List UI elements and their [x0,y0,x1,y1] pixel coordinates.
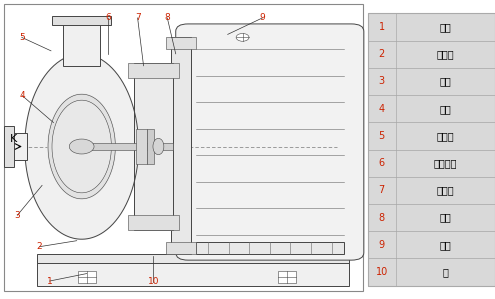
Bar [37,254,349,263]
Text: 电机: 电机 [440,240,451,250]
Bar [368,177,495,204]
Text: 挡水圈: 挡水圈 [437,185,454,195]
Bar [78,271,96,283]
Bar [147,129,154,164]
Bar [4,4,363,291]
Polygon shape [48,94,115,199]
Bar [368,41,495,68]
Bar [63,24,100,66]
Text: 7: 7 [135,13,141,22]
Bar [136,129,147,164]
Text: 3: 3 [14,211,20,220]
Text: 8: 8 [379,213,385,222]
Text: 2: 2 [37,242,43,251]
Bar [128,63,179,78]
Bar [134,63,173,230]
Text: 轴: 轴 [443,267,448,277]
Text: 叶轮: 叶轮 [440,104,451,114]
Circle shape [69,139,94,154]
Text: 5: 5 [379,131,385,141]
Text: 9: 9 [259,13,265,22]
Bar [196,242,344,254]
Bar [166,242,196,254]
Text: 7: 7 [379,185,385,195]
Text: 2: 2 [379,49,385,59]
Text: 泵体: 泵体 [440,77,451,86]
Bar [278,271,296,283]
Text: 6: 6 [379,158,385,168]
Bar [52,16,111,25]
Text: 底座: 底座 [440,22,451,32]
Bar [6,133,27,160]
Text: 5: 5 [19,33,25,42]
Bar [171,37,191,254]
Text: 端盖: 端盖 [440,213,451,222]
Text: 6: 6 [105,13,111,22]
Text: 1: 1 [47,277,52,286]
Text: 取压孔: 取压孔 [437,131,454,141]
Text: 8: 8 [164,13,170,22]
FancyBboxPatch shape [176,24,364,260]
Bar [368,13,495,41]
Bar [82,143,173,150]
Bar [368,122,495,150]
Bar [368,68,495,95]
Bar [4,126,14,167]
Text: 4: 4 [379,104,385,114]
Text: 10: 10 [376,267,388,277]
Text: 放水孔: 放水孔 [437,49,454,59]
Text: 3: 3 [379,77,385,86]
Text: 9: 9 [379,240,385,250]
Polygon shape [52,100,111,193]
Text: 10: 10 [148,277,159,286]
Ellipse shape [153,138,164,155]
Bar [368,258,495,286]
Bar [37,258,349,286]
Polygon shape [25,54,139,239]
Bar [368,13,495,286]
Bar [368,204,495,231]
Bar [166,37,196,49]
Text: 1: 1 [379,22,385,32]
Text: K: K [10,134,17,144]
Bar [368,150,495,177]
Text: 4: 4 [19,91,25,100]
Bar [368,95,495,122]
Text: 机械密封: 机械密封 [434,158,457,168]
Circle shape [236,33,249,41]
Bar [128,215,179,230]
Bar [368,231,495,258]
